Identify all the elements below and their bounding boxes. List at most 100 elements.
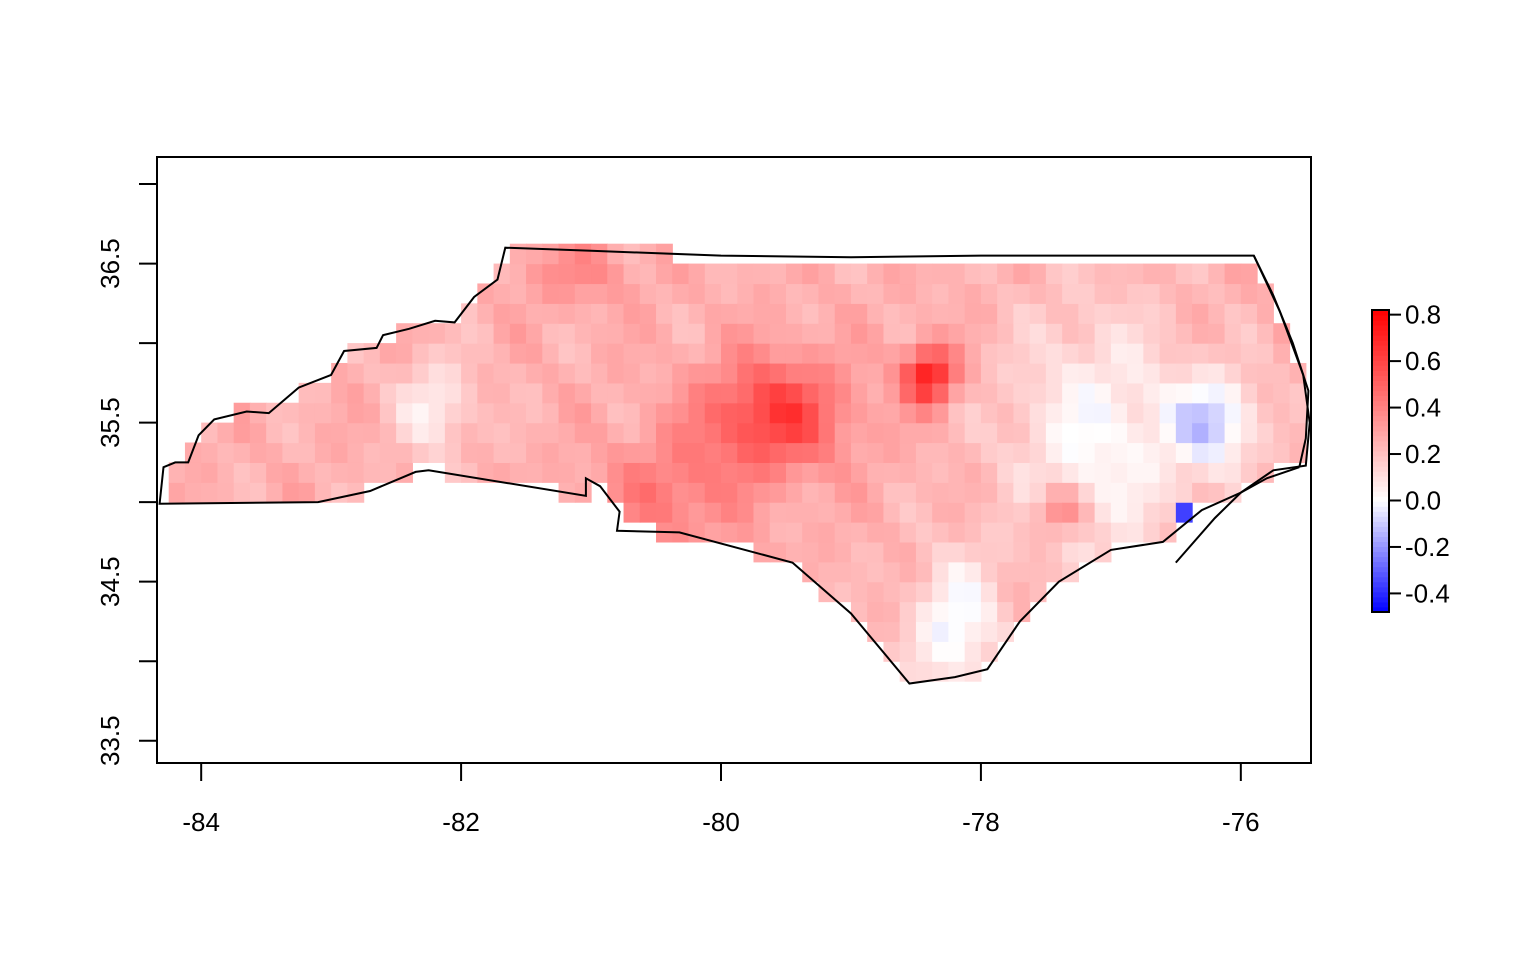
heatmap-cell (688, 402, 706, 424)
heatmap-cell (932, 561, 950, 583)
heatmap-cell (1013, 323, 1031, 344)
heatmap-cell (1045, 462, 1063, 483)
heatmap-cell (980, 323, 998, 344)
heatmap-cell (1208, 303, 1226, 324)
heatmap-cell (266, 442, 283, 463)
heatmap-cell (997, 462, 1014, 483)
heatmap-cell (932, 661, 950, 682)
heatmap-cell (412, 323, 430, 344)
heatmap-cell (980, 641, 998, 662)
heatmap-cell (1062, 382, 1079, 404)
heatmap-cell (997, 362, 1014, 384)
heatmap-cell (639, 323, 657, 344)
heatmap-cell (688, 283, 706, 304)
heatmap-cell (737, 303, 755, 324)
colorbar-band (1372, 330, 1389, 336)
heatmap-cell (493, 283, 511, 304)
heatmap-cell (997, 323, 1014, 344)
heatmap-cells (168, 243, 1307, 682)
heatmap-cell (932, 303, 950, 324)
heatmap-cell (363, 362, 381, 384)
heatmap-cell (834, 323, 852, 344)
heatmap-cell (948, 601, 966, 623)
heatmap-cell (509, 422, 527, 444)
heatmap-cell (461, 422, 478, 444)
heatmap-cell (672, 402, 690, 424)
heatmap-cell (233, 422, 251, 444)
heatmap-cell (1013, 382, 1031, 404)
heatmap-cell (1257, 422, 1274, 444)
heatmap-cell (850, 581, 868, 603)
heatmap-cell (899, 442, 917, 463)
heatmap-cell (1094, 303, 1112, 324)
heatmap-cell (980, 541, 998, 563)
heatmap-cell (412, 382, 430, 404)
heatmap-cell (1127, 462, 1144, 483)
heatmap-cell (656, 462, 673, 483)
colorbar-tick-label: 0.8 (1405, 300, 1441, 330)
heatmap-cell (1127, 422, 1144, 444)
heatmap-cell (932, 382, 950, 404)
colorbar-band (1372, 601, 1389, 608)
heatmap-cell (1143, 422, 1161, 444)
heatmap-cell (558, 263, 576, 285)
heatmap-cell (477, 283, 495, 304)
heatmap-cell (558, 422, 576, 444)
heatmap-cell (769, 382, 787, 404)
heatmap-cell (899, 382, 917, 404)
heatmap-cell (785, 343, 803, 364)
heatmap-cell (1045, 442, 1063, 463)
heatmap-cell (915, 422, 933, 444)
heatmap-cell (558, 323, 576, 344)
heatmap-cell (1062, 462, 1079, 483)
heatmap-cell (737, 263, 755, 285)
heatmap-cell (1045, 343, 1063, 364)
heatmap-cell (1192, 482, 1209, 503)
heatmap-cell (623, 323, 641, 344)
heatmap-cell (704, 522, 722, 543)
heatmap-cell (591, 422, 608, 444)
heatmap-cell (477, 422, 495, 444)
heatmap-cell (753, 323, 771, 344)
heatmap-cell (1224, 402, 1242, 424)
heatmap-cell (412, 422, 430, 444)
heatmap-cell (558, 243, 576, 265)
heatmap-cell (396, 343, 413, 364)
heatmap-cell (1013, 462, 1031, 483)
heatmap-cell (444, 343, 462, 364)
heatmap-cell (1192, 303, 1209, 324)
colorbar-band (1372, 345, 1389, 351)
heatmap-cell (1029, 362, 1047, 384)
heatmap-cell (802, 482, 820, 503)
heatmap-cell (964, 541, 982, 563)
heatmap-cell (558, 442, 576, 463)
colorbar-band (1372, 340, 1389, 346)
heatmap-cell (1240, 462, 1258, 483)
colorbar-band (1372, 365, 1389, 371)
heatmap-cell (574, 462, 592, 483)
heatmap-cell (1045, 561, 1063, 583)
heatmap-cell (656, 442, 673, 463)
heatmap-cell (1127, 442, 1144, 463)
heatmap-cell (574, 263, 592, 285)
heatmap-cell (737, 343, 755, 364)
heatmap-cell (542, 422, 560, 444)
heatmap-cell (769, 283, 787, 304)
heatmap-cell (997, 541, 1014, 563)
heatmap-cell (1143, 442, 1161, 463)
heatmap-cell (964, 283, 982, 304)
heatmap-cell (1013, 263, 1031, 285)
heatmap-cell (737, 522, 755, 543)
heatmap-cell (509, 263, 527, 285)
heatmap-cell (1094, 382, 1112, 404)
heatmap-cell (1062, 502, 1079, 523)
heatmap-cell (834, 283, 852, 304)
heatmap-cell (850, 482, 868, 503)
heatmap-cell (802, 382, 820, 404)
heatmap-cell (883, 522, 901, 543)
heatmap-cell (396, 323, 413, 344)
heatmap-cell (591, 442, 608, 463)
colorbar-band (1372, 526, 1389, 532)
heatmap-cell (1143, 502, 1161, 523)
colorbar-band (1372, 420, 1389, 427)
